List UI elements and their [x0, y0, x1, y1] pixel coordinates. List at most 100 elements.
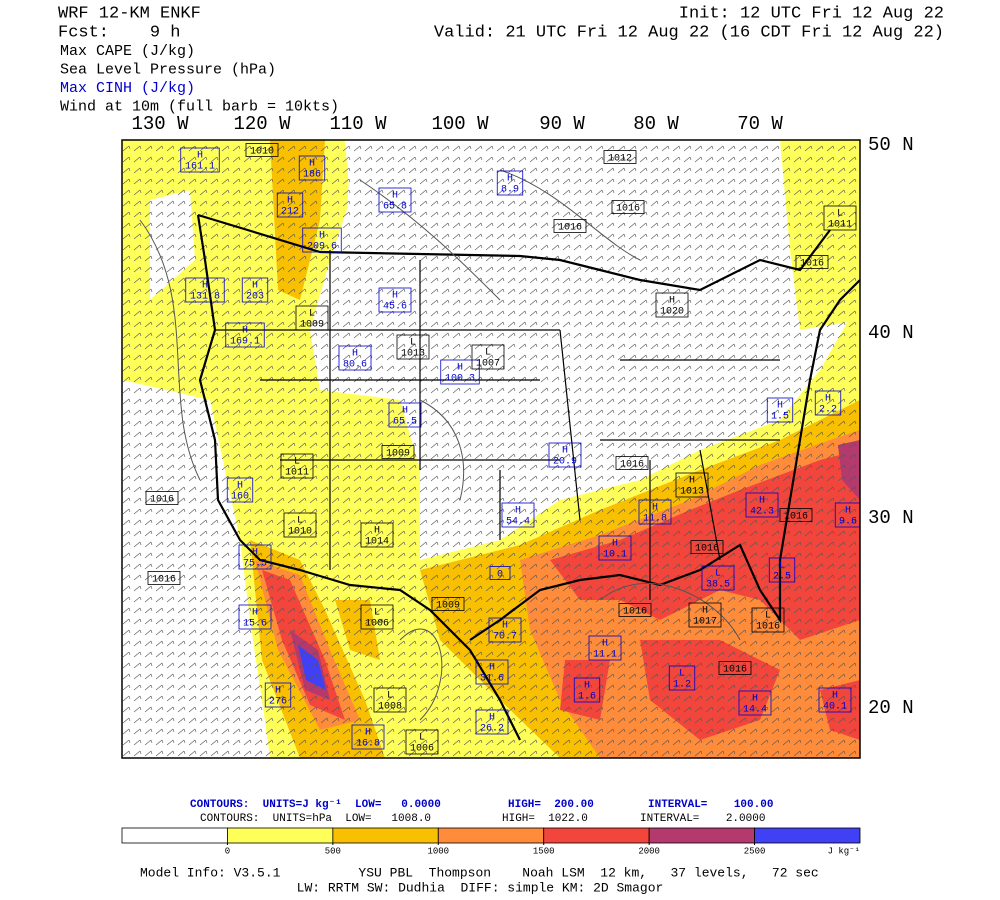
field-name: Wind at 10m (full barb = 10kts) — [60, 98, 339, 115]
pressure-label: H11.1 — [588, 635, 622, 661]
label-box — [718, 661, 752, 675]
pressure-label: 1016 — [147, 571, 181, 586]
label-value: 1016 — [616, 204, 640, 215]
field-list: Max CAPE (J/kg)Sea Level Pressure (hPa) M… — [60, 43, 339, 116]
latitude-label: 30 N — [868, 507, 914, 529]
pressure-label: H11.8 — [638, 499, 672, 525]
label-value: 1.6 — [578, 692, 596, 703]
label-box — [615, 456, 649, 470]
label-box — [675, 472, 709, 498]
label-box — [548, 442, 582, 468]
init-time: Init: 12 UTC Fri 12 Aug 22 — [679, 4, 944, 23]
label-box — [396, 334, 430, 360]
label-box — [745, 492, 779, 518]
label-value: 11.1 — [593, 650, 617, 661]
label-box — [573, 677, 601, 703]
label-box — [603, 150, 637, 164]
label-box — [553, 219, 587, 233]
label-value: 1009 — [436, 601, 460, 612]
label-box — [378, 187, 412, 213]
label-value: 2.2 — [819, 405, 837, 416]
label-kind: H — [562, 446, 568, 457]
colorbar-bin — [754, 827, 861, 844]
latitude-label: 20 N — [868, 697, 914, 719]
label-kind: H — [489, 713, 495, 724]
label-box — [598, 535, 632, 561]
pressure-label: 1016 — [690, 540, 724, 555]
label-value: 212 — [281, 207, 299, 218]
label-box — [588, 635, 622, 661]
slp-high: HIGH= 1022.0 — [502, 813, 588, 825]
label-box — [238, 544, 272, 570]
label-kind: H — [319, 231, 325, 242]
pressure-label: 1016 — [611, 200, 645, 215]
pressure-label: 1009 — [431, 597, 465, 612]
label-value: 1016 — [558, 223, 582, 234]
colorbar-tick-label: 1000 — [427, 846, 449, 856]
label-kind: H — [237, 481, 243, 492]
label-kind: L — [765, 611, 771, 622]
slp-contours: CONTOURS: UNITS=hPa LOW= 1008.0 — [200, 813, 431, 825]
label-box — [779, 508, 813, 522]
label-kind: H — [584, 681, 590, 692]
pressure-label: 1012 — [603, 150, 637, 165]
label-kind: H — [352, 349, 358, 360]
label-box — [298, 155, 326, 181]
label-value: 161.1 — [185, 162, 215, 173]
map-frame — [121, 139, 861, 759]
label-box — [738, 690, 772, 716]
label-kind: H — [252, 608, 258, 619]
label-kind: H — [365, 728, 371, 739]
latitude-label: 40 N — [868, 322, 914, 344]
label-value: 1006 — [365, 619, 389, 630]
label-box — [440, 359, 480, 385]
label-box — [145, 491, 179, 505]
pressure-label: 1009 — [381, 445, 415, 460]
label-kind: H — [252, 281, 258, 292]
label-value: 2.5 — [773, 572, 791, 583]
colorbar-bin — [648, 827, 755, 844]
label-box — [147, 571, 181, 585]
cinh-high: HIGH= 200.00 — [508, 799, 594, 811]
label-box — [618, 603, 652, 617]
colorbar-bin — [437, 827, 545, 844]
label-value: 26.2 — [480, 724, 504, 735]
label-kind: H — [777, 401, 783, 412]
pressure-label: H26.2 — [475, 709, 509, 735]
label-kind: H — [507, 174, 513, 185]
pressure-label: 1016 — [615, 456, 649, 471]
label-box — [373, 687, 407, 713]
label-kind: H — [752, 694, 758, 705]
label-value: 8.9 — [501, 185, 519, 196]
label-value: 1020 — [660, 307, 684, 318]
label-value: 1006 — [410, 744, 434, 755]
pressure-label: 1016 — [145, 491, 179, 506]
contour-info: CONTOURS: UNITS=J kg⁻¹ LOW= 0.0000 HIGH=… — [190, 799, 773, 825]
graticule-labels: 130 W 120 W 110 W 100 W 90 W 80 W 70 W 50 N 40 N… — [131, 113, 913, 719]
label-box — [501, 502, 535, 528]
slp-interval: INTERVAL= 2.0000 — [640, 813, 765, 825]
latitude-label: 50 N — [868, 134, 914, 156]
label-box — [814, 390, 842, 416]
label-box — [611, 200, 645, 214]
label-value: 1.5 — [771, 412, 789, 423]
label-value: 1016 — [152, 575, 176, 586]
label-box — [360, 522, 394, 548]
pressure-label: H65.8 — [378, 187, 412, 213]
label-kind: H — [845, 506, 851, 517]
label-box — [241, 277, 269, 303]
wind-barbs — [122, 140, 860, 758]
pressure-label: 1016 — [795, 255, 829, 270]
label-kind: L — [309, 309, 315, 320]
label-kind: L — [837, 209, 843, 220]
